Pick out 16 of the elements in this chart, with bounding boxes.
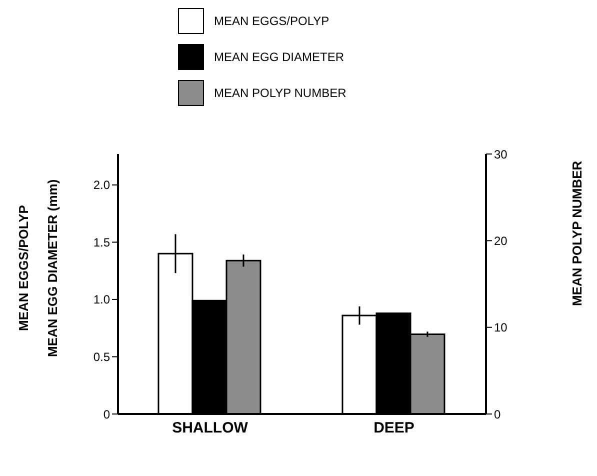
y-tick-label: 2.0	[93, 178, 110, 192]
y2-axis-title: MEAN POLYP NUMBER	[568, 159, 586, 308]
y-tick-label: 0.5	[93, 350, 110, 364]
legend-label: MEAN EGGS/POLYP	[214, 14, 330, 28]
y-tick-label: 1.5	[93, 235, 110, 250]
legend-label: MEAN POLYP NUMBER	[214, 86, 346, 100]
y2-tick-label: 20	[494, 234, 508, 248]
x-tick-label: DEEP	[374, 420, 414, 437]
y-tick-label: 1.0	[93, 292, 110, 307]
y-axis-title: MEAN EGGS/POLYP MEAN EGG DIAMETER (mm)	[16, 178, 60, 359]
y2-tick-label: 0	[494, 407, 501, 422]
y2-tick-label: 10	[494, 320, 508, 335]
y-tick-label: 0	[103, 407, 110, 422]
legend-label: MEAN EGG DIAMETER	[214, 50, 344, 64]
y2-tick-label: 30	[494, 147, 508, 162]
x-tick-label: SHALLOW	[172, 420, 249, 437]
